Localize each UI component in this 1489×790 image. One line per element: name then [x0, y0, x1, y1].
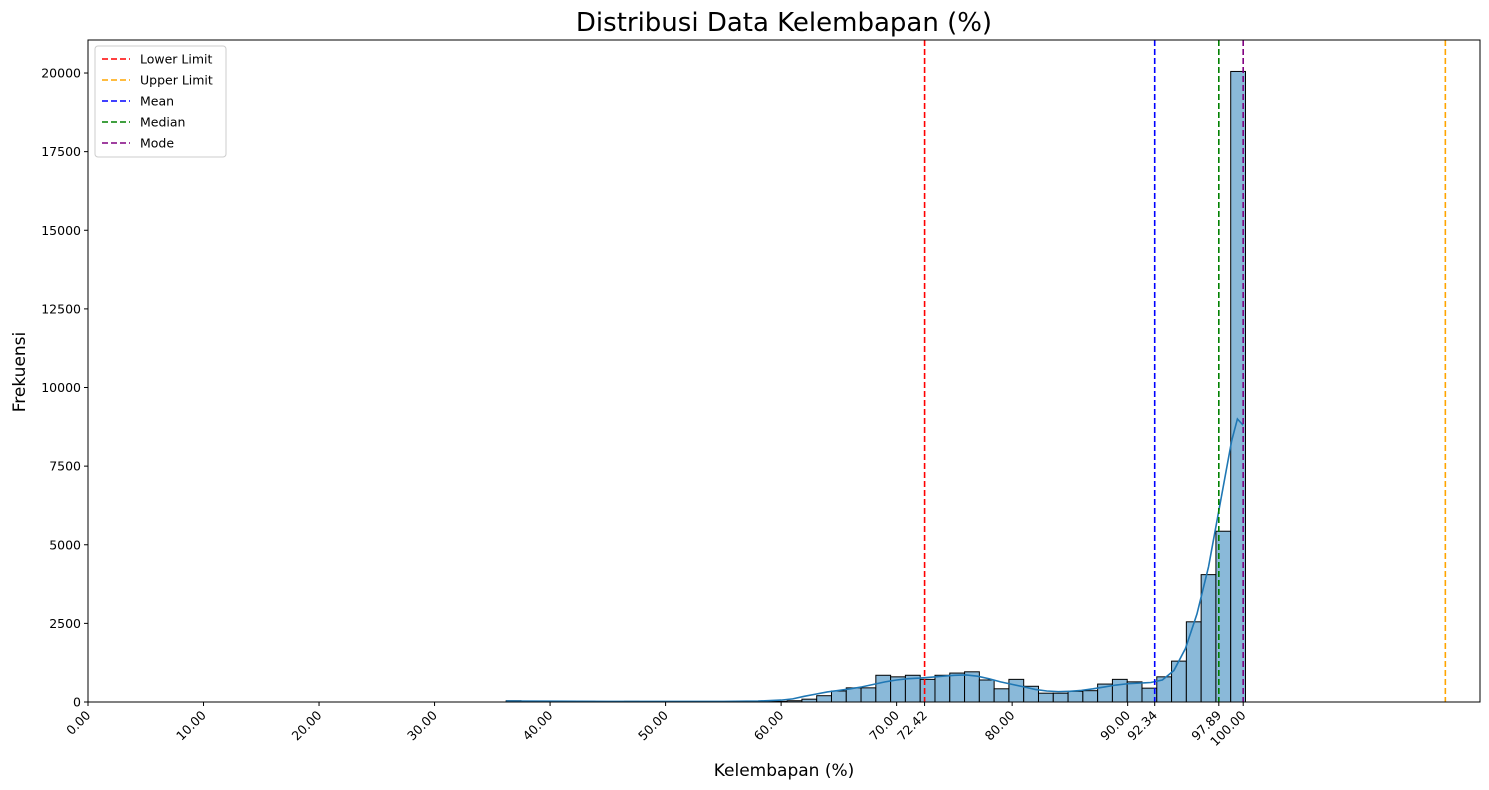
histogram-bar	[830, 690, 847, 703]
y-tick-label: 7500	[49, 459, 81, 474]
legend-label: Mean	[140, 94, 174, 109]
y-tick-label: 10000	[41, 380, 81, 395]
y-tick-label: 2500	[49, 616, 81, 631]
histogram-bar	[1171, 660, 1187, 703]
histogram-bar	[1008, 678, 1025, 703]
x-tick-label: 40.00	[520, 707, 556, 743]
histogram-bar	[993, 688, 1010, 703]
plot-area: 0 2500 5000 7500 10000 12500 15000 17500 20000 0.…	[41, 39, 1481, 749]
x-tick-label: 60.00	[751, 707, 787, 743]
x-tick-label: 10.00	[173, 707, 209, 743]
y-axis-title: Frekuensi	[10, 332, 30, 413]
histogram-bar	[845, 687, 862, 703]
histogram-bar	[1067, 690, 1084, 703]
y-tick-label: 5000	[49, 537, 81, 552]
histogram-bar	[1082, 690, 1099, 703]
plot-frame	[87, 39, 1481, 703]
histogram-bar	[1185, 621, 1202, 703]
histogram-bar	[1052, 692, 1069, 703]
histogram-bar	[978, 679, 995, 703]
histogram-bar	[860, 687, 877, 703]
histogram-bar	[816, 695, 832, 703]
x-tick-label: 20.00	[289, 707, 325, 743]
histogram-bar	[1126, 681, 1143, 703]
x-tick-label: 80.00	[982, 707, 1018, 743]
y-tick-label: 15000	[41, 223, 81, 238]
x-tick-label: 0.00	[63, 707, 93, 737]
legend-box	[94, 45, 227, 158]
histogram-bar	[875, 674, 892, 703]
legend-label: Mode	[140, 136, 174, 151]
y-tick-label: 12500	[41, 301, 81, 316]
x-tick-label: 50.00	[635, 707, 671, 743]
x-tick-label: 90.00	[1097, 707, 1133, 743]
histogram-bar	[1037, 692, 1054, 703]
histogram-bar	[919, 678, 936, 703]
x-tick-label: 72.42	[894, 707, 930, 743]
histogram-bar	[1200, 574, 1217, 703]
histogram-bar	[1111, 678, 1128, 703]
x-tick-label: 30.00	[404, 707, 440, 743]
histogram-bar	[934, 674, 951, 703]
x-tick-label: 92.34	[1124, 707, 1160, 743]
y-tick-label: 17500	[41, 144, 81, 159]
histogram-bar	[949, 672, 966, 703]
chart-title: Distribusi Data Kelembapan (%)	[576, 8, 992, 38]
x-axis-title: Kelembapan (%)	[714, 761, 855, 781]
legend-label: Upper Limit	[140, 73, 213, 88]
kde-curve	[506, 417, 1244, 703]
y-tick-label: 0	[73, 695, 81, 710]
y-tick-label: 20000	[41, 66, 81, 81]
legend: Lower Limit Upper Limit Mean Median Mode	[94, 45, 227, 158]
x-tick-label: 70.00	[866, 707, 902, 743]
legend-label: Lower Limit	[140, 52, 213, 67]
legend-label: Median	[140, 115, 185, 130]
